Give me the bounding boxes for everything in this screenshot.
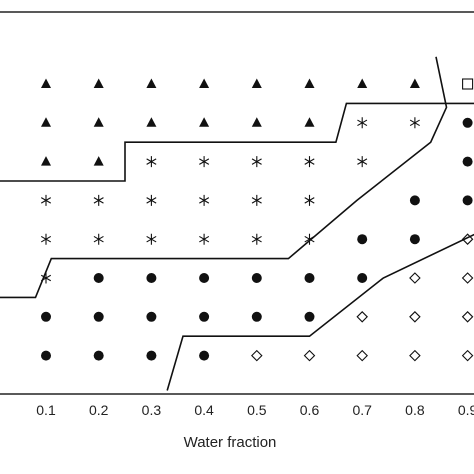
- filled-circle-marker: [357, 234, 368, 245]
- filled-triangle-marker: [41, 78, 51, 88]
- open-diamond-marker: [409, 311, 421, 323]
- asterisk-marker: [251, 194, 262, 206]
- filled-circle-marker: [462, 117, 473, 128]
- filled-triangle-marker: [41, 117, 51, 127]
- asterisk-marker: [40, 272, 52, 284]
- open-diamond-marker: [461, 272, 474, 284]
- asterisk-marker: [146, 194, 157, 206]
- filled-circle-marker: [357, 273, 368, 283]
- asterisk-marker: [304, 194, 315, 206]
- boundary-lines: [0, 56, 474, 391]
- filled-circle-marker: [409, 195, 420, 206]
- asterisk-marker: [40, 233, 52, 245]
- filled-triangle-marker: [146, 78, 157, 88]
- open-diamond-marker: [303, 349, 316, 362]
- asterisk-marker: [304, 156, 315, 168]
- filled-circle-marker: [41, 311, 51, 322]
- asterisk-marker: [146, 156, 157, 168]
- asterisk-marker: [146, 233, 157, 245]
- x-tick-label: 0.8: [405, 402, 425, 418]
- asterisk-marker: [93, 233, 104, 245]
- asterisk-marker: [199, 194, 210, 206]
- asterisk-marker: [251, 156, 262, 168]
- asterisk-marker: [357, 156, 368, 168]
- open-diamond-marker: [356, 349, 368, 362]
- open-diamond-marker: [251, 349, 263, 362]
- filled-circle-marker: [304, 273, 315, 283]
- filled-triangle-marker: [199, 78, 210, 88]
- open-diamond-marker: [461, 349, 474, 362]
- x-tick-label: 0.2: [89, 402, 109, 418]
- filled-circle-marker: [251, 273, 262, 283]
- filled-circle-marker: [146, 273, 157, 283]
- asterisk-marker: [251, 233, 262, 245]
- filled-triangle-marker: [251, 117, 262, 127]
- phase-boundary-2: [0, 56, 448, 299]
- filled-circle-marker: [93, 273, 104, 283]
- filled-triangle-marker: [304, 117, 315, 127]
- open-diamond-marker: [356, 311, 368, 323]
- filled-triangle-marker: [251, 78, 262, 88]
- filled-triangle-marker: [93, 117, 104, 127]
- data-markers: [40, 78, 474, 362]
- open-diamond-marker: [461, 233, 474, 245]
- filled-circle-marker: [41, 350, 51, 361]
- filled-circle-marker: [462, 195, 473, 206]
- filled-triangle-marker: [357, 78, 368, 88]
- filled-triangle-marker: [409, 78, 420, 88]
- filled-triangle-marker: [199, 117, 210, 127]
- filled-circle-marker: [199, 273, 210, 283]
- asterisk-marker: [199, 233, 210, 245]
- x-tick-label: 0.7: [352, 402, 372, 418]
- open-diamond-marker: [409, 272, 421, 284]
- filled-triangle-marker: [304, 78, 315, 88]
- filled-circle-marker: [409, 234, 420, 245]
- x-tick-label: 0.4: [194, 402, 214, 418]
- phase-boundary-1: [0, 102, 474, 182]
- asterisk-marker: [409, 117, 420, 129]
- filled-circle-marker: [199, 350, 210, 361]
- plot-frame: [0, 11, 474, 395]
- x-tick-label: 0.9: [458, 402, 474, 418]
- x-tick-label: 0.1: [36, 402, 56, 418]
- filled-circle-marker: [93, 350, 104, 361]
- filled-triangle-marker: [93, 78, 104, 88]
- asterisk-marker: [357, 117, 368, 129]
- filled-circle-marker: [146, 350, 157, 361]
- x-tick-label: 0.6: [300, 402, 320, 418]
- open-diamond-marker: [409, 349, 421, 362]
- x-tick-labels: 0.1 0.2 0.3 0.4 0.5 0.6 0.7 0.8 0.9: [36, 402, 474, 418]
- filled-circle-marker: [93, 311, 104, 322]
- filled-circle-marker: [146, 311, 157, 322]
- filled-triangle-marker: [93, 156, 104, 166]
- asterisk-marker: [93, 194, 104, 206]
- asterisk-marker: [304, 233, 315, 245]
- filled-triangle-marker: [41, 156, 51, 166]
- x-axis-title: Water fraction: [184, 434, 277, 451]
- filled-circle-marker: [462, 156, 473, 167]
- asterisk-marker: [199, 156, 210, 168]
- open-square-marker: [462, 78, 474, 90]
- filled-circle-marker: [199, 311, 210, 322]
- filled-circle-marker: [304, 311, 315, 322]
- filled-circle-marker: [251, 311, 262, 322]
- open-diamond-marker: [461, 311, 474, 323]
- x-tick-label: 0.3: [142, 402, 162, 418]
- asterisk-marker: [40, 194, 52, 206]
- filled-triangle-marker: [146, 117, 157, 127]
- phase-boundary-3: [166, 233, 474, 391]
- x-tick-label: 0.5: [247, 402, 267, 418]
